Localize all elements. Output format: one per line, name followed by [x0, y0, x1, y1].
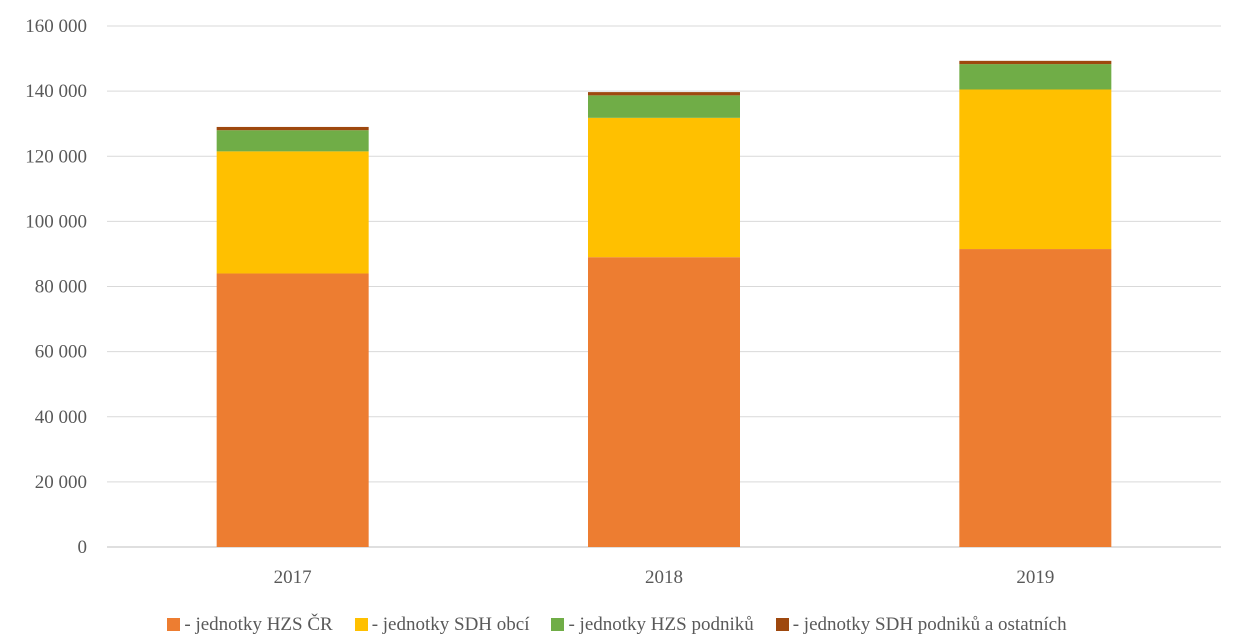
- legend-swatch-hzs-podniku: [551, 618, 565, 631]
- legend-label-sdh-podniku: - jednotky SDH podniků a ostatních: [792, 613, 1067, 635]
- bar-segment-2017-series-1: [216, 151, 369, 274]
- y-tick-label: 80 000: [35, 277, 87, 298]
- legend-item-hzs-cr: - jednotky HZS ČR: [167, 613, 333, 636]
- y-tick-label: 140 000: [25, 81, 87, 102]
- bar-segment-2019-series-1: [959, 89, 1112, 250]
- x-axis-tick-labels: 2017 2018 2019: [274, 567, 1055, 588]
- y-tick-label: 60 000: [35, 342, 87, 363]
- legend-item-sdh-podniku: - jednotky SDH podniků a ostatních: [775, 613, 1067, 636]
- bars: [216, 60, 1112, 547]
- x-tick-label: 2018: [645, 567, 683, 588]
- bar-segment-2018-series-1: [588, 117, 740, 258]
- legend-swatch-hzs-cr: [167, 618, 181, 631]
- bar-segment-2019-series-0: [959, 249, 1112, 547]
- bar-segment-2018-series-3: [588, 92, 740, 96]
- legend-item-sdh-obci: - jednotky SDH obcí: [354, 613, 530, 636]
- y-tick-label: 0: [78, 537, 88, 558]
- bar-segment-2019-series-3: [959, 60, 1112, 65]
- y-tick-label: 20 000: [35, 472, 87, 493]
- y-tick-label: 40 000: [35, 407, 87, 428]
- legend-label-hzs-cr: - jednotky HZS ČR: [184, 613, 333, 635]
- bar-segment-2018-series-0: [588, 257, 740, 547]
- bar-segment-2017-series-3: [216, 126, 369, 131]
- stacked-bar-chart: 0 20 000 40 000 60 000 80 000 100 000 120 000 1…: [25, 16, 1221, 588]
- bar-segment-2017-series-0: [216, 273, 369, 547]
- bar-segment-2017-series-2: [216, 130, 369, 152]
- y-tick-label: 100 000: [25, 211, 87, 232]
- y-axis-tick-labels: 0 20 000 40 000 60 000 80 000 100 000 120 000 1…: [25, 16, 87, 558]
- legend-label-hzs-podniku: - jednotky HZS podniků: [568, 613, 754, 635]
- legend-swatch-sdh-obci: [354, 618, 368, 631]
- bar-segment-2018-series-2: [588, 95, 740, 118]
- x-tick-label: 2017: [274, 567, 312, 588]
- bar-segment-2019-series-2: [959, 64, 1112, 90]
- y-tick-label: 120 000: [25, 146, 87, 167]
- legend-swatch-sdh-podniku: [775, 618, 789, 631]
- x-tick-label: 2019: [1016, 567, 1054, 588]
- y-tick-label: 160 000: [25, 16, 87, 37]
- legend: - jednotky HZS ČR - jednotky SDH obcí - …: [0, 612, 1234, 637]
- legend-label-sdh-obci: - jednotky SDH obcí: [371, 613, 530, 635]
- legend-item-hzs-podniku: - jednotky HZS podniků: [551, 613, 754, 636]
